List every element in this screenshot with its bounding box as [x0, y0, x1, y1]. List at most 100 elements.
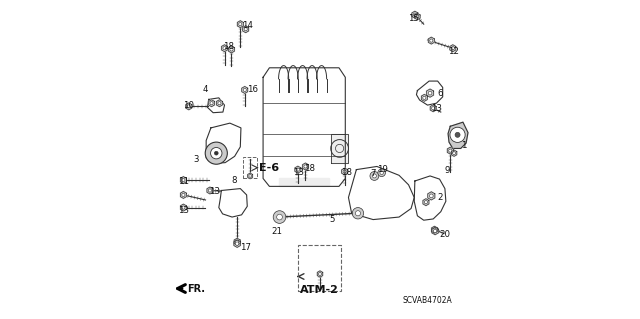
Circle shape — [433, 228, 436, 231]
Circle shape — [182, 179, 185, 182]
Circle shape — [239, 23, 242, 26]
Text: 1: 1 — [461, 141, 466, 150]
Circle shape — [451, 47, 454, 50]
Polygon shape — [242, 86, 248, 93]
Polygon shape — [295, 166, 301, 173]
Text: 17: 17 — [240, 243, 252, 252]
Text: ATM-2: ATM-2 — [300, 285, 339, 295]
Polygon shape — [426, 89, 434, 97]
Circle shape — [273, 211, 286, 223]
Circle shape — [236, 242, 239, 245]
Text: 20: 20 — [440, 230, 451, 239]
Text: 11: 11 — [179, 177, 189, 186]
Text: 13: 13 — [209, 187, 220, 196]
Circle shape — [429, 39, 433, 42]
Polygon shape — [428, 37, 435, 44]
Polygon shape — [207, 98, 225, 113]
Polygon shape — [207, 187, 213, 194]
Polygon shape — [263, 68, 346, 186]
Polygon shape — [228, 46, 234, 53]
Text: 13: 13 — [293, 168, 304, 177]
Circle shape — [378, 169, 385, 177]
Polygon shape — [451, 150, 457, 156]
Text: 5: 5 — [330, 215, 335, 224]
Polygon shape — [415, 13, 420, 20]
Polygon shape — [186, 103, 192, 110]
Circle shape — [188, 105, 190, 108]
Text: 16: 16 — [246, 85, 258, 94]
Polygon shape — [421, 94, 428, 101]
Text: 12: 12 — [448, 48, 459, 56]
Circle shape — [209, 189, 211, 192]
Polygon shape — [206, 123, 241, 163]
Polygon shape — [180, 191, 186, 198]
Text: 4: 4 — [202, 85, 208, 94]
Polygon shape — [331, 134, 348, 163]
Polygon shape — [428, 192, 435, 200]
Circle shape — [205, 142, 227, 164]
Polygon shape — [317, 271, 323, 277]
Polygon shape — [221, 45, 227, 52]
Circle shape — [304, 165, 307, 168]
Circle shape — [296, 168, 300, 171]
Circle shape — [455, 132, 460, 137]
Polygon shape — [237, 21, 243, 28]
Circle shape — [433, 229, 437, 233]
Circle shape — [416, 15, 419, 18]
Text: 2: 2 — [437, 193, 442, 202]
Circle shape — [230, 48, 233, 51]
Circle shape — [380, 171, 383, 174]
Circle shape — [182, 193, 185, 197]
Circle shape — [223, 47, 226, 50]
Circle shape — [218, 102, 221, 105]
Polygon shape — [448, 122, 468, 148]
Circle shape — [452, 152, 456, 155]
Polygon shape — [430, 105, 436, 112]
Circle shape — [249, 175, 252, 177]
Text: 10: 10 — [184, 101, 195, 110]
Polygon shape — [342, 168, 348, 175]
Circle shape — [431, 107, 435, 110]
Polygon shape — [219, 189, 247, 217]
Text: 13: 13 — [431, 104, 442, 113]
Text: 18: 18 — [223, 42, 234, 51]
Polygon shape — [423, 199, 429, 206]
Circle shape — [319, 272, 321, 275]
Polygon shape — [431, 226, 438, 233]
Polygon shape — [234, 240, 241, 248]
Text: E-6: E-6 — [259, 163, 280, 173]
Polygon shape — [248, 173, 253, 179]
Polygon shape — [279, 178, 330, 186]
Circle shape — [211, 147, 222, 159]
Circle shape — [449, 149, 452, 152]
Polygon shape — [209, 100, 214, 107]
Circle shape — [236, 240, 239, 243]
Polygon shape — [432, 227, 438, 235]
Text: FR.: FR. — [187, 284, 205, 293]
Polygon shape — [348, 167, 414, 219]
Polygon shape — [234, 238, 240, 245]
Text: 19: 19 — [377, 165, 388, 174]
Circle shape — [343, 170, 346, 173]
Text: SCVAB4702A: SCVAB4702A — [402, 296, 452, 305]
Text: 21: 21 — [271, 227, 282, 236]
Circle shape — [276, 214, 282, 220]
Text: 3: 3 — [193, 155, 199, 164]
Circle shape — [428, 91, 432, 95]
Text: 15: 15 — [408, 14, 419, 23]
Circle shape — [244, 28, 247, 31]
Polygon shape — [216, 100, 223, 107]
Polygon shape — [447, 147, 453, 154]
Text: 9: 9 — [445, 166, 451, 175]
Circle shape — [413, 13, 417, 16]
Polygon shape — [450, 45, 456, 52]
Circle shape — [429, 194, 433, 198]
Polygon shape — [180, 177, 186, 183]
Text: 13: 13 — [179, 206, 189, 215]
Circle shape — [372, 174, 376, 178]
Text: 14: 14 — [241, 21, 253, 30]
Polygon shape — [243, 26, 249, 33]
Circle shape — [450, 127, 465, 142]
Circle shape — [355, 211, 360, 216]
Circle shape — [424, 201, 428, 204]
